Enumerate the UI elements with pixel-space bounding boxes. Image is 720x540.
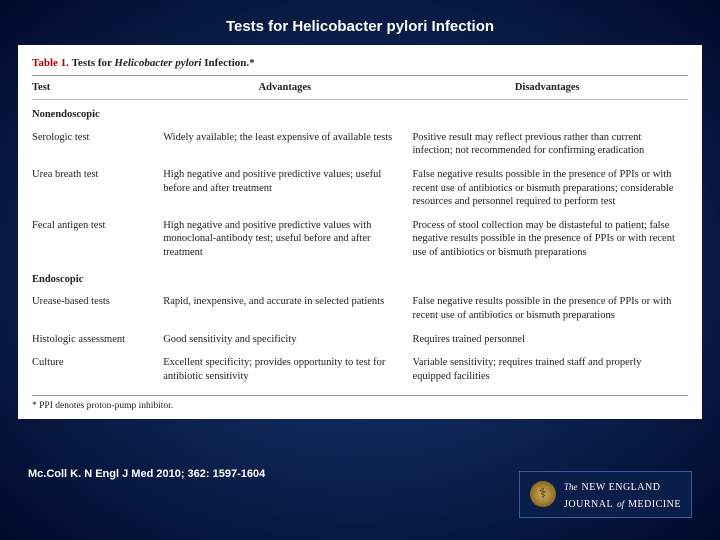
- table-panel: Table 1. Tests for Helicobacter pylori I…: [18, 45, 702, 419]
- cell-test: Urease-based tests: [32, 290, 163, 327]
- section-heading-label: Endoscopic: [32, 265, 688, 291]
- journal-name2a: JOURNAL: [564, 499, 613, 510]
- slide-title: Tests for Helicobacter pylori Infection: [0, 0, 720, 45]
- cell-test: Urea breath test: [32, 163, 163, 214]
- cell-adv: Excellent specificity; provides opportun…: [163, 351, 412, 388]
- section-heading: Endoscopic: [32, 265, 688, 291]
- table-row: Culture Excellent specificity; provides …: [32, 351, 688, 388]
- table-row: Fecal antigen test High negative and pos…: [32, 214, 688, 265]
- section-heading: Nonendoscopic: [32, 100, 688, 126]
- col-test: Test: [32, 76, 163, 100]
- table-body: Nonendoscopic Serologic test Widely avai…: [32, 100, 688, 389]
- seal-glyph: ⚕: [539, 486, 547, 503]
- col-advantages: Advantages: [163, 76, 412, 100]
- table-caption-post: Infection.*: [201, 57, 254, 69]
- journal-line2: JOURNAL of MEDICINE: [564, 494, 681, 512]
- table-footnote: * PPI denotes proton-pump inhibitor.: [32, 395, 688, 413]
- journal-text: The NEW ENGLAND JOURNAL of MEDICINE: [564, 477, 681, 512]
- table-caption: Table 1. Tests for Helicobacter pylori I…: [32, 53, 688, 75]
- slide: Tests for Helicobacter pylori Infection …: [0, 0, 720, 540]
- table-caption-em: Helicobacter pylori: [114, 57, 201, 69]
- table-caption-pre: Tests for: [72, 57, 115, 69]
- cell-dis: Process of stool collection may be dista…: [412, 214, 688, 265]
- cell-adv: Good sensitivity and specificity: [163, 328, 412, 352]
- citation: Mc.Coll K. N Engl J Med 2010; 362: 1597-…: [28, 468, 265, 480]
- section-heading-label: Nonendoscopic: [32, 100, 688, 126]
- cell-test: Fecal antigen test: [32, 214, 163, 265]
- journal-of: of: [617, 499, 624, 509]
- cell-adv: High negative and positive predictive va…: [163, 163, 412, 214]
- cell-test: Histologic assessment: [32, 328, 163, 352]
- journal-line1: The NEW ENGLAND: [564, 477, 681, 495]
- table-caption-label: Table 1.: [32, 57, 69, 69]
- table-header-row: Test Advantages Disadvantages: [32, 76, 688, 100]
- col-disadvantages: Disadvantages: [412, 76, 688, 100]
- table-row: Serologic test Widely available; the lea…: [32, 126, 688, 163]
- journal-badge: ⚕ The NEW ENGLAND JOURNAL of MEDICINE: [519, 471, 692, 518]
- journal-the: The: [564, 482, 578, 492]
- cell-dis: False negative results possible in the p…: [412, 163, 688, 214]
- table-row: Urea breath test High negative and posit…: [32, 163, 688, 214]
- cell-dis: Positive result may reflect previous rat…: [412, 126, 688, 163]
- cell-adv: Widely available; the least expensive of…: [163, 126, 412, 163]
- cell-dis: False negative results possible in the p…: [412, 290, 688, 327]
- journal-name1: NEW ENGLAND: [582, 482, 661, 493]
- cell-dis: Variable sensitivity; requires trained s…: [412, 351, 688, 388]
- cell-adv: High negative and positive predictive va…: [163, 214, 412, 265]
- journal-name2b: MEDICINE: [628, 499, 681, 510]
- journal-seal-icon: ⚕: [530, 481, 556, 507]
- cell-dis: Requires trained personnel: [412, 328, 688, 352]
- cell-adv: Rapid, inexpensive, and accurate in sele…: [163, 290, 412, 327]
- cell-test: Serologic test: [32, 126, 163, 163]
- table-row: Histologic assessment Good sensitivity a…: [32, 328, 688, 352]
- table-row: Urease-based tests Rapid, inexpensive, a…: [32, 290, 688, 327]
- tests-table: Test Advantages Disadvantages Nonendosco…: [32, 75, 688, 389]
- cell-test: Culture: [32, 351, 163, 388]
